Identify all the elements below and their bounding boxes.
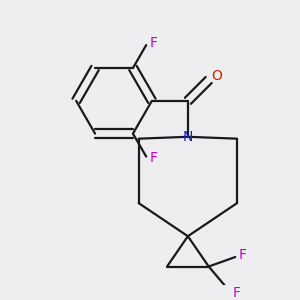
Text: F: F <box>150 152 158 166</box>
Text: F: F <box>239 248 247 262</box>
Text: F: F <box>150 36 158 50</box>
Text: O: O <box>211 69 222 83</box>
Text: N: N <box>183 130 193 144</box>
Text: F: F <box>233 286 241 300</box>
